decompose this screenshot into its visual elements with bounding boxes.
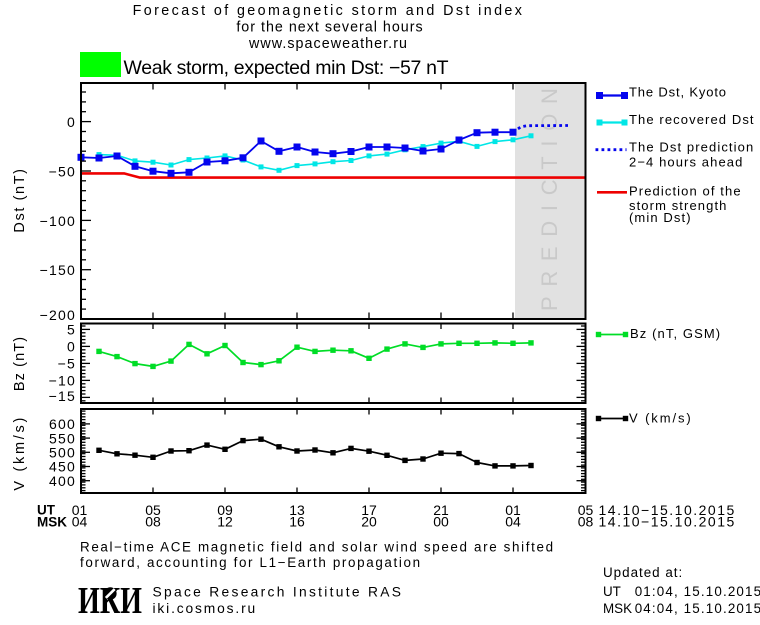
svg-text:MSK: MSK	[37, 515, 67, 530]
svg-text:08: 08	[578, 514, 594, 530]
svg-text:Prediction of the: Prediction of the	[629, 184, 742, 199]
svg-text:0: 0	[67, 114, 76, 130]
svg-text:Real−time ACE magnetic field a: Real−time ACE magnetic field and solar w…	[80, 539, 555, 554]
svg-text:5: 5	[67, 322, 76, 338]
svg-text:20: 20	[361, 514, 377, 530]
svg-text:UT: UT	[603, 584, 621, 599]
svg-text:500: 500	[49, 445, 76, 461]
svg-text:12: 12	[217, 514, 233, 530]
svg-text:05: 05	[578, 502, 594, 518]
svg-text:−10: −10	[49, 373, 76, 389]
svg-text:2−4 hours ahead: 2−4 hours ahead	[629, 155, 743, 170]
svg-text:ИКИ: ИКИ	[78, 580, 142, 620]
svg-text:Dst (nT): Dst (nT)	[12, 167, 28, 232]
svg-text:Space Research Institute RAS: Space Research Institute RAS	[153, 584, 404, 599]
svg-text:550: 550	[49, 430, 76, 446]
svg-text:V (km/s): V (km/s)	[12, 415, 28, 491]
svg-text:04:04, 15.10.2015: 04:04, 15.10.2015	[635, 601, 760, 616]
svg-text:Weak storm, expected min Dst:: Weak storm, expected min Dst: −57 nT	[124, 57, 449, 79]
svg-text:16: 16	[289, 514, 305, 530]
svg-text:14.10−15.10.2015: 14.10−15.10.2015	[599, 514, 736, 530]
svg-text:04: 04	[72, 514, 88, 530]
svg-text:600: 600	[49, 416, 76, 432]
svg-text:PREDICTION: PREDICTION	[537, 78, 562, 311]
svg-text:−100: −100	[40, 213, 76, 229]
svg-text:04: 04	[505, 514, 521, 530]
svg-text:14.10−15.10.2015: 14.10−15.10.2015	[599, 502, 736, 518]
svg-text:−50: −50	[49, 164, 76, 180]
svg-text:V (km/s): V (km/s)	[629, 411, 693, 426]
svg-text:Bz (nT, GSM): Bz (nT, GSM)	[630, 326, 721, 341]
svg-text:www.spaceweather.ru: www.spaceweather.ru	[248, 36, 408, 52]
svg-text:The recovered Dst: The recovered Dst	[629, 112, 755, 127]
svg-text:Bz (nT): Bz (nT)	[12, 336, 28, 391]
svg-text:The Dst prediction: The Dst prediction	[629, 139, 754, 154]
svg-text:21: 21	[433, 502, 449, 518]
svg-text:08: 08	[145, 514, 161, 530]
svg-text:01: 01	[72, 502, 88, 518]
svg-text:400: 400	[49, 473, 76, 489]
svg-text:(min Dst): (min Dst)	[629, 210, 692, 225]
svg-text:The Dst, Kyoto: The Dst, Kyoto	[629, 84, 727, 99]
svg-text:for the next several hours: for the next several hours	[236, 20, 423, 36]
svg-text:−200: −200	[40, 307, 76, 323]
svg-text:05: 05	[145, 502, 161, 518]
svg-text:00: 00	[433, 514, 449, 530]
svg-text:Updated at:: Updated at:	[603, 565, 683, 580]
svg-text:UT: UT	[37, 503, 56, 518]
svg-text:01: 01	[505, 502, 521, 518]
svg-text:−5: −5	[58, 356, 76, 372]
svg-text:09: 09	[217, 502, 233, 518]
svg-text:iki.cosmos.ru: iki.cosmos.ru	[153, 601, 258, 616]
svg-text:01:04, 15.10.2015: 01:04, 15.10.2015	[635, 584, 760, 599]
svg-text:13: 13	[289, 502, 305, 518]
svg-text:MSK: MSK	[603, 601, 632, 616]
svg-text:450: 450	[49, 459, 76, 475]
svg-text:Forecast of geomagnetic storm: Forecast of geomagnetic storm and Dst in…	[133, 3, 525, 19]
svg-text:17: 17	[361, 502, 377, 518]
svg-text:storm strength: storm strength	[629, 198, 727, 213]
svg-text:−150: −150	[40, 262, 76, 278]
svg-text:0: 0	[67, 339, 76, 355]
svg-text:−15: −15	[49, 388, 76, 404]
svg-text:forward, accounting for L1−Ear: forward, accounting for L1−Earth propaga…	[80, 555, 422, 570]
